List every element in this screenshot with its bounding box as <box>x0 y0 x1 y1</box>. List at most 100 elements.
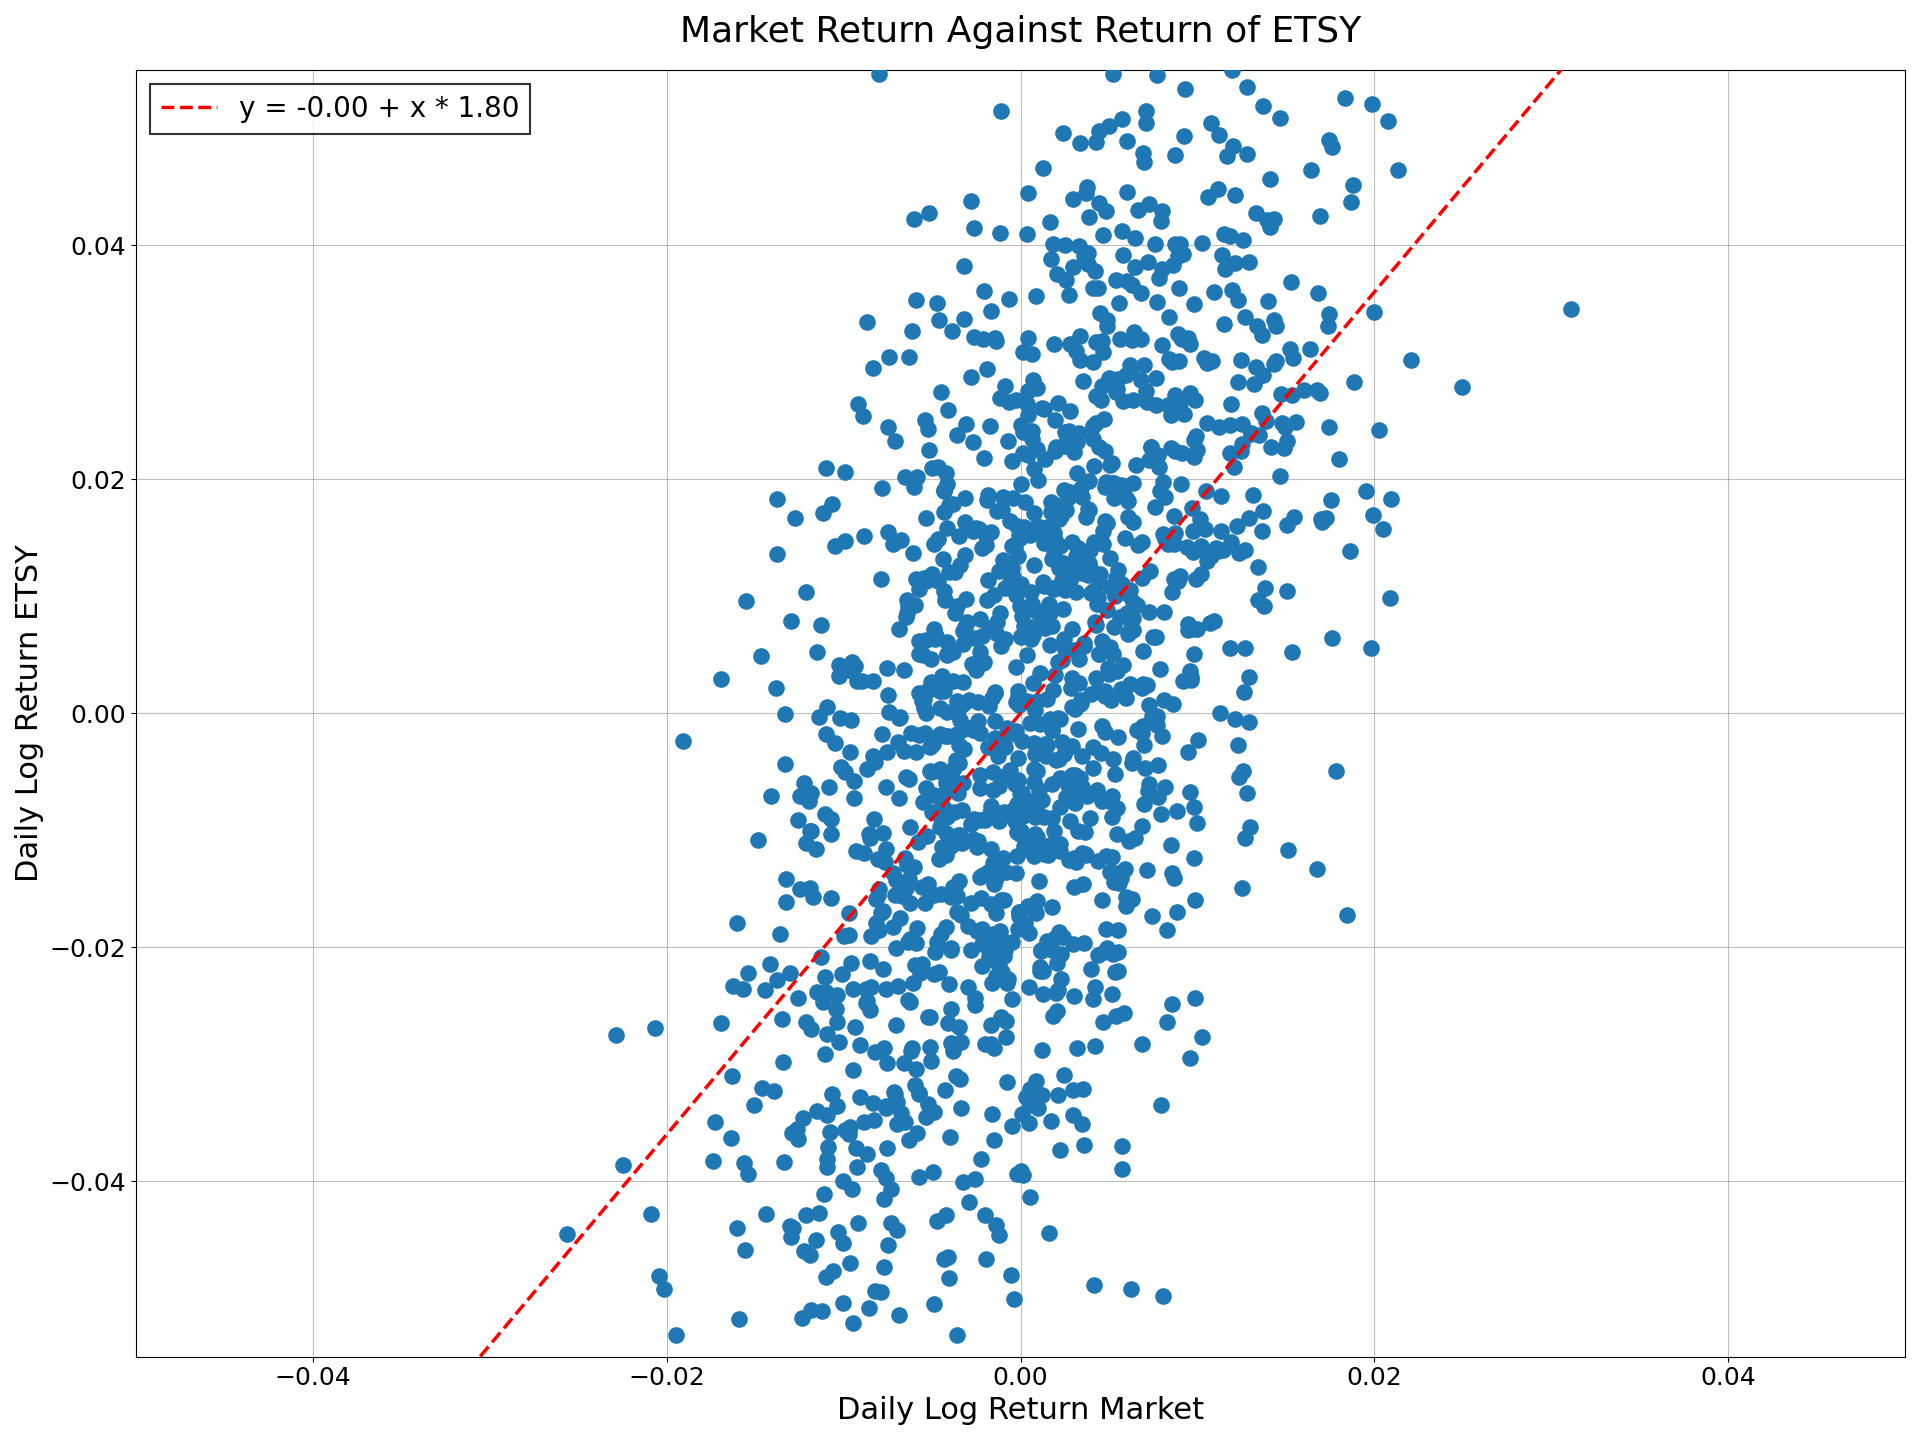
Point <box>1071 783 1102 806</box>
Point <box>1048 122 1079 145</box>
Point <box>1117 747 1148 770</box>
Point <box>947 772 977 795</box>
Point <box>1056 667 1087 690</box>
Point <box>778 1217 808 1240</box>
Point <box>960 325 991 348</box>
Point <box>1012 1086 1043 1109</box>
Point <box>1058 734 1089 757</box>
Point <box>1152 533 1183 556</box>
Point <box>1069 245 1100 268</box>
Point <box>1089 408 1119 431</box>
Point <box>883 786 914 809</box>
Point <box>1087 629 1117 652</box>
Point <box>1035 210 1066 233</box>
Point <box>964 608 995 631</box>
Point <box>801 1100 831 1123</box>
Point <box>814 1120 845 1143</box>
Point <box>1125 281 1156 304</box>
Point <box>939 801 970 824</box>
Point <box>1012 644 1043 667</box>
Point <box>1094 454 1125 477</box>
Point <box>945 733 975 756</box>
Point <box>1100 1005 1131 1028</box>
Point <box>945 752 975 775</box>
Point <box>1037 232 1068 255</box>
Point <box>1068 544 1098 567</box>
Point <box>1004 901 1035 924</box>
Point <box>1043 707 1073 730</box>
Point <box>845 1034 876 1057</box>
Point <box>925 380 956 403</box>
Point <box>1081 412 1112 435</box>
Point <box>1050 579 1081 602</box>
Point <box>1039 439 1069 462</box>
Point <box>972 533 1002 556</box>
Point <box>1279 505 1309 528</box>
Point <box>1050 785 1081 808</box>
Point <box>851 978 881 1001</box>
Point <box>1062 537 1092 560</box>
Point <box>975 795 1006 818</box>
Point <box>1100 583 1131 606</box>
Point <box>989 374 1020 397</box>
Point <box>1235 710 1265 733</box>
Point <box>1039 819 1069 842</box>
Point <box>768 1151 799 1174</box>
Point <box>1087 789 1117 812</box>
Point <box>929 579 960 602</box>
Point <box>916 456 947 480</box>
Point <box>920 671 950 694</box>
Point <box>977 922 1008 945</box>
Point <box>1066 562 1096 585</box>
Point <box>1018 428 1048 451</box>
Point <box>849 526 879 549</box>
Point <box>933 972 964 995</box>
Point <box>1094 861 1125 884</box>
Point <box>1041 494 1071 517</box>
Point <box>1281 410 1311 433</box>
Point <box>718 975 749 998</box>
Point <box>1071 176 1102 199</box>
Point <box>785 878 816 901</box>
Point <box>1029 732 1060 755</box>
Point <box>1235 665 1265 688</box>
Point <box>973 482 1004 505</box>
Point <box>808 991 839 1014</box>
Point <box>1083 120 1114 143</box>
Point <box>1165 472 1196 495</box>
Point <box>1010 802 1041 825</box>
Point <box>1008 420 1039 444</box>
Point <box>1229 681 1260 704</box>
Point <box>998 534 1029 557</box>
Point <box>1229 827 1260 850</box>
Point <box>899 207 929 230</box>
Point <box>843 1211 874 1234</box>
Point <box>816 492 847 516</box>
Point <box>979 681 1010 704</box>
Point <box>1131 674 1162 697</box>
Point <box>1212 144 1242 167</box>
Point <box>1277 346 1308 369</box>
Point <box>860 887 891 910</box>
Point <box>1075 683 1106 706</box>
Point <box>860 750 891 773</box>
Point <box>1044 508 1075 531</box>
Point <box>724 1308 755 1331</box>
Point <box>1267 410 1298 433</box>
Point <box>1260 308 1290 331</box>
Point <box>979 710 1010 733</box>
Point <box>912 1005 943 1028</box>
Point <box>1092 598 1123 621</box>
Point <box>1023 959 1054 982</box>
Point <box>1223 733 1254 756</box>
Point <box>897 721 927 744</box>
Point <box>1083 943 1114 966</box>
Point <box>776 1225 806 1248</box>
Point <box>1135 193 1165 216</box>
Point <box>1246 402 1277 425</box>
Point <box>816 822 847 845</box>
Point <box>918 883 948 906</box>
Point <box>1000 690 1031 713</box>
Point <box>1064 671 1094 694</box>
Point <box>1023 955 1054 978</box>
